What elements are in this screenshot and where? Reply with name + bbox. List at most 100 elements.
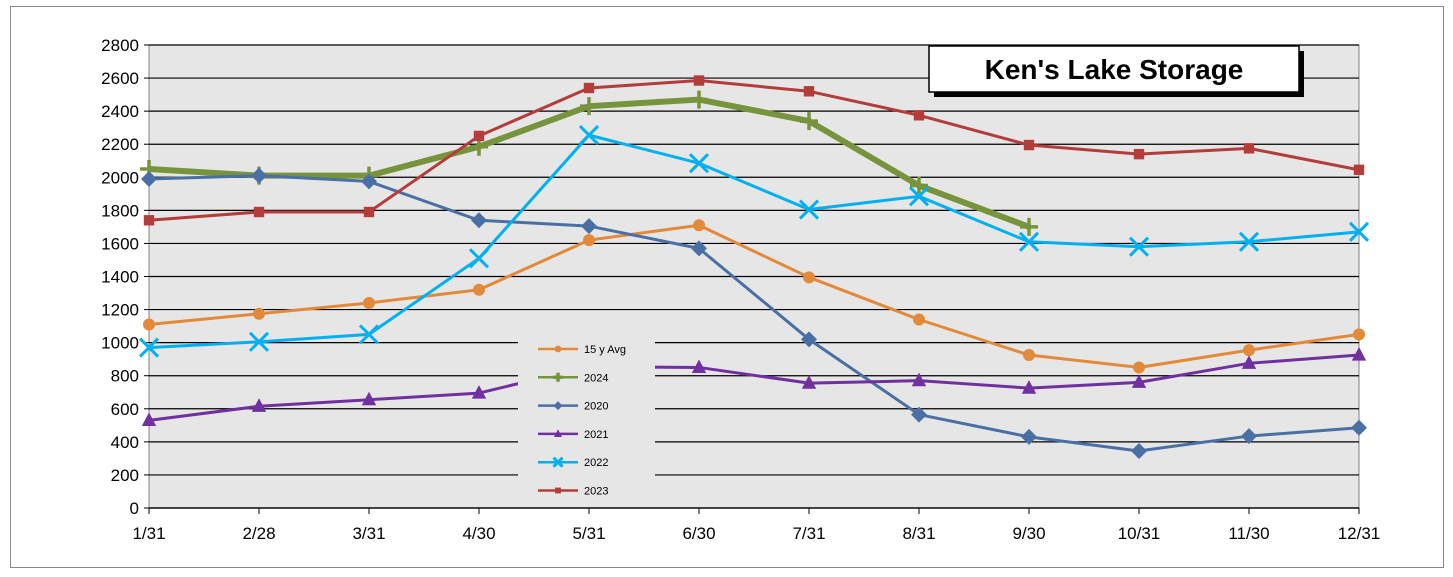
data-point-x — [1018, 231, 1040, 252]
legend-item: 15 y Avg — [538, 344, 626, 356]
data-point-diamond — [1021, 428, 1037, 445]
y-tick-label: 2000 — [101, 168, 139, 187]
data-point-x — [358, 324, 380, 345]
legend-box — [518, 333, 655, 501]
data-point-x — [1128, 236, 1150, 257]
y-tick-label: 2400 — [101, 102, 139, 121]
data-point-plus — [553, 372, 563, 382]
y-tick-label: 2200 — [101, 135, 139, 154]
data-point-diamond — [553, 401, 563, 411]
data-point-circle — [803, 271, 815, 284]
data-point-square — [1133, 148, 1145, 160]
legend-item: 2024 — [538, 372, 608, 384]
data-point-x — [578, 125, 600, 146]
data-point-square — [253, 206, 265, 218]
data-point-square — [693, 75, 705, 86]
data-point-square — [803, 86, 815, 97]
data-point-triangle — [141, 412, 157, 426]
data-point-square — [363, 206, 375, 218]
x-axis-ticks: 1/31 2/28 3/31 4/30 5/31 6/30 7/31 8/31 9/30 10/3… — [132, 507, 1381, 543]
series-15-y-avg — [143, 219, 1365, 374]
series-line — [148, 353, 1360, 422]
data-point-diamond — [581, 218, 597, 235]
legend-label: 2024 — [584, 372, 608, 384]
series-2020 — [141, 167, 1367, 459]
data-point-x — [138, 337, 160, 358]
data-point-diamond — [251, 167, 267, 184]
legend-item: 2020 — [538, 401, 608, 413]
data-point-diamond — [801, 331, 817, 348]
data-point-circle — [143, 318, 155, 331]
y-tick-label: 400 — [111, 433, 139, 452]
data-point-triangle — [553, 429, 563, 438]
data-point-circle — [1243, 344, 1255, 357]
data-point-diamond — [361, 173, 377, 190]
legend: 15 y Avg 2024 2020 2021 2022 2023 — [518, 333, 655, 501]
legend-item: 2022 — [538, 456, 608, 469]
data-point-plus — [690, 90, 708, 109]
data-point-triangle — [1351, 347, 1367, 361]
data-point-circle — [1353, 328, 1365, 341]
legend-label: 2020 — [584, 401, 608, 413]
y-tick-label: 0 — [130, 499, 139, 518]
data-point-x — [688, 153, 710, 174]
x-tick-label: 4/30 — [462, 524, 495, 543]
x-tick-label: 1/31 — [132, 524, 165, 543]
data-point-triangle — [361, 391, 377, 406]
data-point-diamond — [911, 406, 927, 423]
y-tick-label: 2600 — [101, 69, 139, 88]
data-point-plus — [800, 112, 818, 131]
y-tick-label: 1800 — [101, 201, 139, 220]
data-point-diamond — [141, 170, 157, 187]
data-point-square — [1353, 164, 1365, 176]
data-point-square — [143, 215, 155, 226]
grid-lines — [149, 44, 1359, 509]
data-point-diamond — [691, 240, 707, 257]
legend-label: 15 y Avg — [584, 344, 626, 356]
data-point-x — [468, 248, 490, 269]
data-point-diamond — [1351, 419, 1367, 436]
data-point-square — [1023, 139, 1035, 151]
y-tick-label: 1000 — [101, 334, 139, 353]
legend-label: 2022 — [584, 457, 608, 469]
data-point-circle — [913, 313, 925, 326]
data-point-x — [1348, 221, 1370, 242]
series-line — [148, 174, 1360, 453]
x-tick-label: 3/31 — [352, 524, 385, 543]
data-point-circle — [583, 234, 595, 247]
data-point-x — [1238, 231, 1260, 252]
data-point-circle — [1133, 361, 1145, 374]
data-point-plus — [1020, 217, 1038, 236]
x-tick-label: 9/30 — [1012, 524, 1045, 543]
data-point-triangle — [1241, 355, 1257, 369]
legend-label: 2021 — [584, 429, 608, 441]
data-point-circle — [253, 307, 265, 320]
data-point-x — [552, 456, 564, 468]
x-tick-label: 7/31 — [792, 524, 825, 543]
y-tick-label: 200 — [111, 466, 139, 485]
series-line — [148, 79, 1360, 222]
x-tick-label: 12/31 — [1338, 524, 1381, 543]
data-point-triangle — [471, 385, 487, 399]
chart-title: Ken's Lake Storage — [985, 54, 1244, 85]
data-point-triangle — [691, 359, 707, 374]
y-tick-label: 1400 — [101, 268, 139, 287]
x-tick-label: 11/30 — [1228, 524, 1269, 543]
data-point-circle — [473, 283, 485, 296]
y-axis-ticks: 0 200 400 600 800 1000 1200 1400 1600 1800 2000 220… — [101, 36, 149, 518]
y-tick-label: 600 — [111, 400, 139, 419]
series-2021 — [141, 347, 1367, 426]
data-point-x — [248, 331, 270, 352]
data-point-plus — [910, 176, 928, 195]
x-tick-label: 6/30 — [682, 524, 715, 543]
data-point-diamond — [1131, 442, 1147, 459]
x-tick-label: 10/31 — [1118, 524, 1161, 543]
data-point-diamond — [1241, 428, 1257, 445]
chart-title-box: Ken's Lake Storage — [928, 45, 1304, 97]
data-point-plus — [580, 97, 598, 116]
data-point-square — [555, 487, 561, 494]
data-point-triangle — [911, 372, 927, 387]
y-tick-label: 1600 — [101, 234, 139, 253]
data-point-square — [473, 130, 485, 142]
y-tick-label: 800 — [111, 367, 139, 386]
